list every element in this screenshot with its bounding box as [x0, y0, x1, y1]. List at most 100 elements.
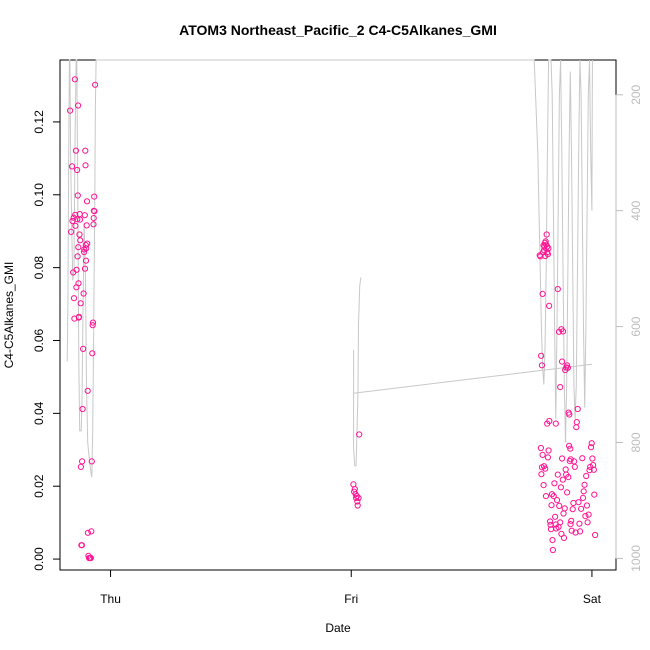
pressure-line-0	[66, 59, 593, 478]
data-point	[82, 162, 89, 169]
data-point	[68, 163, 76, 170]
chart-title: ATOM3 Northeast_Pacific_2 C4-C5Alkanes_G…	[179, 22, 497, 38]
data-point	[556, 502, 563, 509]
pressure-line-2	[353, 363, 592, 394]
data-point	[567, 456, 574, 463]
data-point	[68, 228, 75, 235]
data-point	[77, 300, 84, 307]
right-tick-label: 1000	[629, 545, 643, 572]
data-point	[586, 467, 593, 474]
data-point	[74, 216, 81, 223]
data-point	[70, 295, 78, 302]
data-point	[543, 231, 550, 238]
data-point	[542, 493, 550, 500]
data-point	[573, 424, 580, 431]
data-point	[537, 444, 545, 452]
data-point	[83, 198, 91, 205]
data-point	[577, 528, 584, 535]
data-point	[547, 518, 554, 525]
data-point	[75, 102, 82, 109]
data-point	[354, 502, 361, 509]
data-point	[90, 221, 97, 228]
data-point	[548, 502, 555, 509]
right-tick-label: 600	[629, 316, 643, 336]
data-points	[67, 76, 599, 562]
data-point	[89, 350, 96, 357]
data-point	[539, 290, 546, 297]
data-point	[545, 245, 552, 252]
data-point	[75, 313, 83, 320]
data-point	[583, 502, 591, 509]
y-tick-label: 0.06	[32, 328, 46, 352]
data-point	[548, 491, 556, 498]
data-point	[592, 531, 599, 539]
data-point	[72, 147, 80, 154]
data-point	[580, 488, 587, 495]
data-point	[575, 499, 582, 506]
data-point	[538, 471, 545, 478]
data-point	[588, 440, 595, 447]
data-point	[546, 302, 553, 309]
data-point	[67, 107, 74, 114]
data-point	[76, 231, 83, 238]
data-point	[84, 387, 91, 394]
data-point	[559, 358, 566, 365]
data-point	[77, 237, 84, 244]
data-point	[80, 345, 87, 352]
data-point	[74, 166, 81, 174]
data-point	[591, 491, 598, 498]
data-point	[559, 476, 566, 483]
data-point	[581, 481, 588, 488]
data-point	[540, 482, 547, 489]
data-point	[566, 442, 573, 449]
data-point	[74, 192, 81, 199]
data-point	[78, 542, 86, 549]
data-point	[355, 494, 362, 501]
data-point	[356, 431, 363, 438]
right-tick-label: 800	[629, 432, 643, 452]
right-tick-label: 200	[629, 84, 643, 104]
data-point	[554, 286, 561, 293]
data-point	[567, 445, 574, 452]
data-point	[564, 489, 571, 496]
data-point	[542, 465, 549, 472]
data-point	[551, 480, 558, 487]
data-point	[72, 222, 79, 229]
data-point	[81, 212, 88, 219]
data-point	[354, 498, 361, 505]
x-tick-label: Thu	[100, 592, 121, 606]
data-point	[80, 290, 87, 297]
data-point	[88, 528, 95, 535]
plot-frame	[59, 59, 617, 571]
data-point	[79, 458, 86, 465]
data-point	[579, 455, 586, 462]
data-point	[570, 499, 577, 507]
data-point	[559, 455, 566, 462]
data-point	[75, 244, 82, 251]
data-point	[564, 364, 572, 371]
data-point	[82, 242, 89, 249]
data-point	[562, 466, 569, 473]
data-point	[585, 511, 592, 518]
data-point	[538, 352, 545, 359]
data-point	[549, 546, 557, 554]
data-point	[90, 215, 97, 222]
data-point	[574, 405, 581, 413]
data-point	[582, 513, 589, 520]
y-tick-label: 0.02	[32, 474, 46, 498]
right-tick-label: 400	[629, 200, 643, 220]
data-point	[74, 253, 81, 260]
data-point	[552, 513, 559, 520]
data-point	[83, 222, 90, 229]
y-tick-label: 0.04	[32, 401, 46, 425]
data-point	[579, 494, 587, 501]
y-tick-label: 0.08	[32, 256, 46, 280]
data-point	[576, 520, 583, 527]
data-point	[91, 208, 98, 215]
y-axis-right: 200 400 600 800 1000	[615, 84, 643, 572]
data-point	[84, 529, 92, 536]
data-point	[584, 519, 591, 526]
data-point	[583, 472, 590, 480]
data-point	[89, 319, 97, 326]
